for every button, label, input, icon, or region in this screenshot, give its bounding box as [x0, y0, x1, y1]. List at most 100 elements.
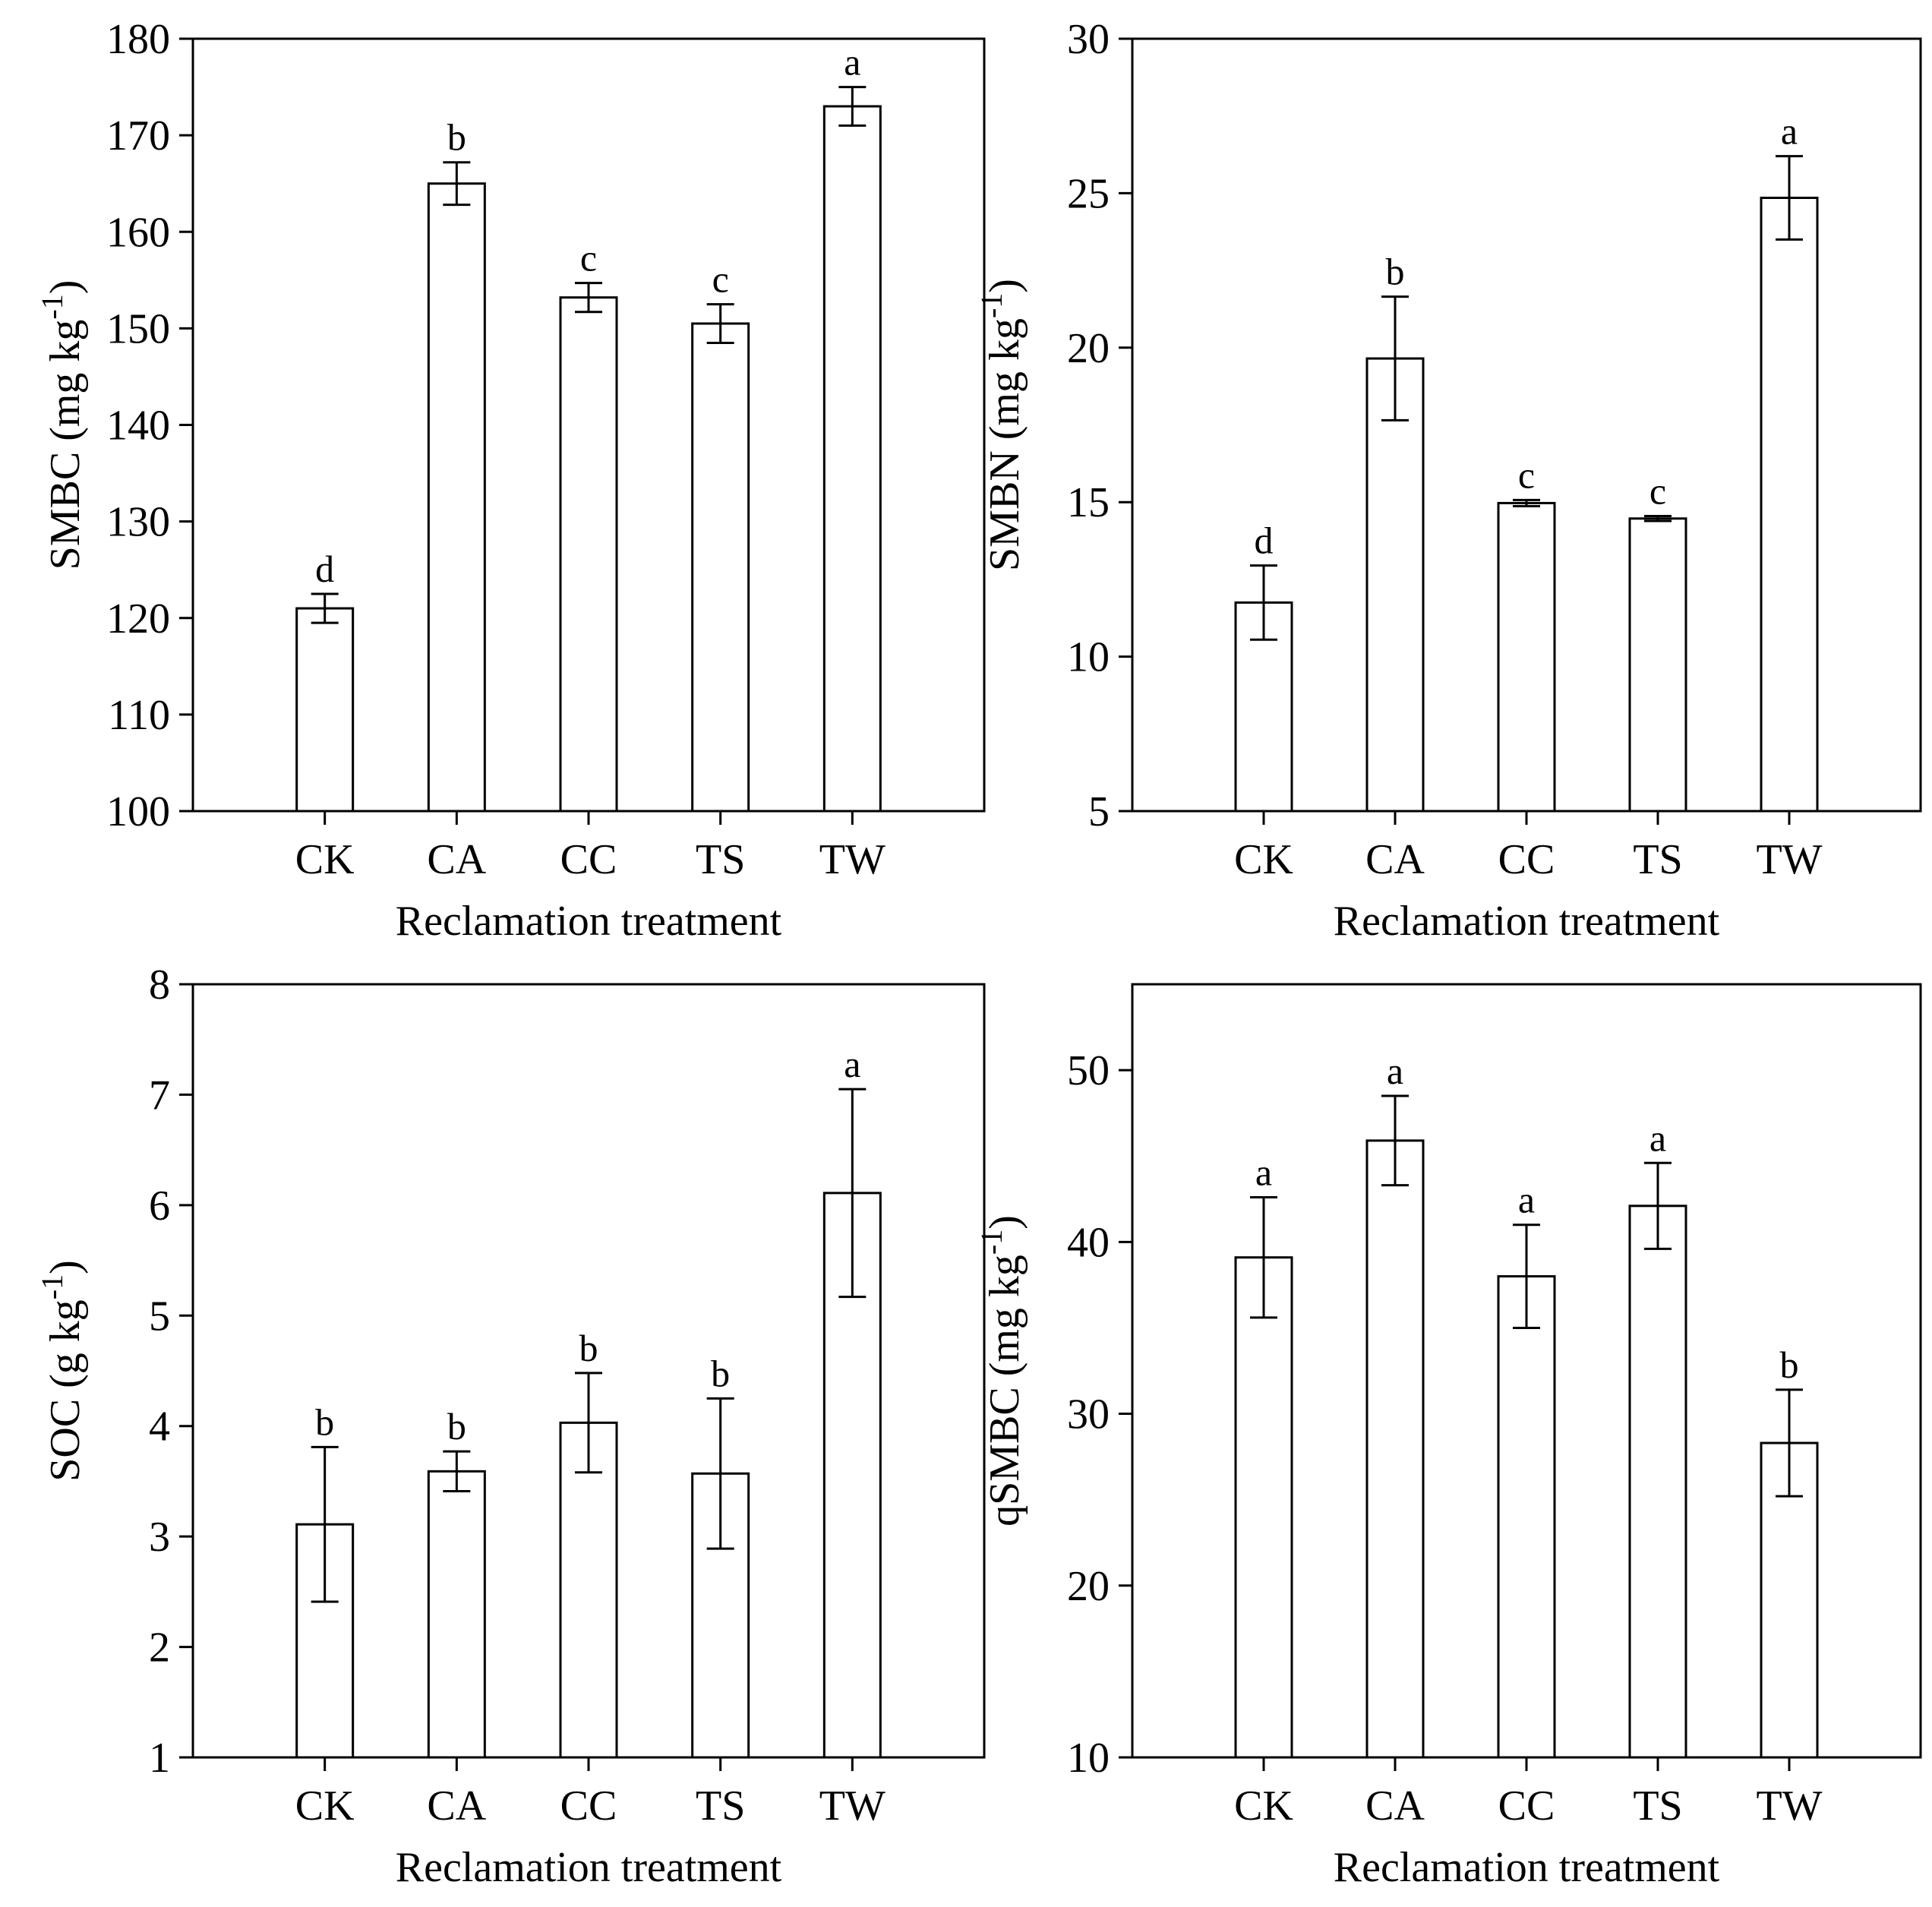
bar-ca [427, 1470, 486, 1759]
x-tick-label: CA [427, 1782, 486, 1830]
x-tick-label: TW [819, 836, 886, 883]
x-tick-label: TS [1633, 1782, 1682, 1830]
y-axis-title-sup: -1 [35, 294, 69, 319]
x-tick-label: CK [295, 836, 355, 883]
y-tick-label: 100 [106, 788, 170, 835]
y-tick-label: 140 [106, 403, 170, 450]
y-tick-label: 130 [106, 499, 170, 546]
y-tick-label: 30 [1067, 1391, 1110, 1438]
y-axis-title-main: SOC (g kg [42, 1299, 89, 1482]
y-tick-label: 15 [1067, 479, 1110, 526]
x-tick-label: CK [295, 1782, 355, 1830]
y-axis-title-close: ) [981, 1215, 1028, 1230]
y-tick-label: 40 [1067, 1219, 1110, 1266]
y-tick-label: 7 [149, 1072, 170, 1119]
significance-letter: a [1255, 1151, 1272, 1194]
y-tick-label: 170 [106, 112, 170, 159]
y-axis-title-sup: -1 [35, 1274, 69, 1299]
x-axis-title: Reclamation treatment [396, 898, 782, 945]
significance-letter: b [447, 116, 466, 159]
chart-panel-soc: 1 2 3 4 5 6 7 8 b CK b CA b CC b TS a TW Reclamation treat… [35, 961, 986, 1891]
y-axis-title-main: qSMBC (mg kg [981, 1255, 1028, 1527]
x-axis-title: Reclamation treatment [396, 1844, 782, 1891]
bar-ck [295, 607, 355, 813]
bar-ts [1628, 517, 1687, 813]
bar-ck [1234, 1256, 1293, 1759]
y-tick-label: 6 [149, 1182, 170, 1230]
bar-tw [1760, 197, 1819, 813]
bar-ca [427, 182, 486, 813]
y-tick-label: 20 [1067, 1563, 1110, 1610]
bar-ca [1365, 1139, 1425, 1759]
y-tick-label: 5 [1088, 788, 1110, 835]
significance-letter: b [711, 1352, 730, 1394]
x-tick-label: TS [696, 1782, 745, 1830]
y-axis-title: SMBC (mg kg-1) [35, 280, 89, 570]
y-axis-title: SMBN (mg kg-1) [974, 279, 1028, 571]
x-tick-label: TW [819, 1782, 886, 1830]
y-tick-label: 25 [1067, 170, 1110, 217]
bar-ts [1628, 1205, 1687, 1759]
x-tick-label: CA [1365, 836, 1425, 883]
significance-letter: a [844, 1043, 860, 1085]
bar-tw [822, 105, 882, 813]
bar-cc [559, 296, 618, 813]
y-tick-label: 5 [149, 1293, 170, 1340]
y-axis-title-close: ) [981, 279, 1028, 293]
y-axis-title-main: SMBC (mg kg [42, 320, 89, 570]
bar-cc [1497, 1275, 1556, 1759]
y-tick-label: 50 [1067, 1047, 1110, 1094]
significance-letter: d [1255, 519, 1274, 562]
chart-panel-smbc: 100 110 120 130 140 150 160 170 180 d CK b CA c CC c TS a… [35, 16, 986, 945]
x-tick-label: CA [1365, 1782, 1425, 1830]
significance-letter: a [1649, 1116, 1666, 1159]
x-tick-label: TW [1756, 1782, 1822, 1830]
significance-letter: a [844, 41, 860, 84]
y-axis-title-sup: -1 [974, 293, 1009, 318]
significance-letter: c [580, 237, 597, 279]
bar-ts [691, 322, 750, 813]
significance-letter: b [1386, 251, 1405, 293]
y-tick-label: 180 [106, 16, 170, 63]
significance-letter: c [1649, 470, 1666, 513]
chart-panel-smbn: 5 10 15 20 25 30 d CK b CA c CC c TS a TW Reclamation tr… [974, 16, 1922, 945]
x-axis-title: Reclamation treatment [1334, 898, 1720, 945]
bar-cc [1497, 501, 1556, 813]
x-axis-title: Reclamation treatment [1334, 1844, 1720, 1891]
significance-letter: d [315, 548, 334, 590]
significance-letter: b [1780, 1343, 1799, 1386]
bar-ca [1365, 357, 1425, 813]
x-tick-label: CC [560, 836, 617, 883]
significance-letter: b [315, 1400, 334, 1443]
significance-letter: a [1387, 1050, 1403, 1092]
y-tick-label: 110 [108, 692, 170, 739]
significance-letter: a [1518, 1179, 1535, 1221]
y-tick-label: 1 [149, 1735, 170, 1782]
x-tick-label: CA [427, 836, 486, 883]
significance-letter: b [579, 1327, 598, 1369]
x-tick-label: CK [1234, 836, 1293, 883]
y-axis-title: qSMBC (mg kg-1) [974, 1215, 1028, 1527]
x-tick-label: CC [560, 1782, 617, 1830]
y-tick-label: 3 [149, 1514, 170, 1561]
significance-letter: c [712, 258, 729, 301]
y-tick-label: 30 [1067, 16, 1110, 63]
y-tick-label: 120 [106, 595, 170, 643]
y-tick-label: 8 [149, 961, 170, 1009]
y-tick-label: 10 [1067, 634, 1110, 681]
y-tick-label: 4 [149, 1403, 170, 1451]
x-tick-label: CC [1498, 836, 1555, 883]
y-tick-label: 160 [106, 209, 170, 256]
significance-letter: b [447, 1405, 466, 1448]
y-tick-label: 2 [149, 1624, 170, 1672]
chart-panel-qsmbc: 10 20 30 40 50 a CK a CA a CC a TS b TW Reclamation tre… [974, 983, 1922, 1891]
y-tick-label: 20 [1067, 325, 1110, 372]
significance-letter: c [1518, 453, 1535, 496]
x-tick-label: CC [1498, 1782, 1555, 1830]
significance-letter: a [1781, 110, 1798, 153]
y-axis-title-close: ) [42, 280, 89, 295]
x-tick-label: TW [1756, 836, 1822, 883]
x-tick-label: TS [1633, 836, 1682, 883]
bar-cc [559, 1421, 618, 1759]
